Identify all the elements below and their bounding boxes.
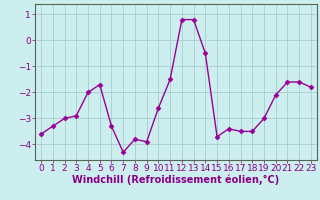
X-axis label: Windchill (Refroidissement éolien,°C): Windchill (Refroidissement éolien,°C) (72, 175, 280, 185)
